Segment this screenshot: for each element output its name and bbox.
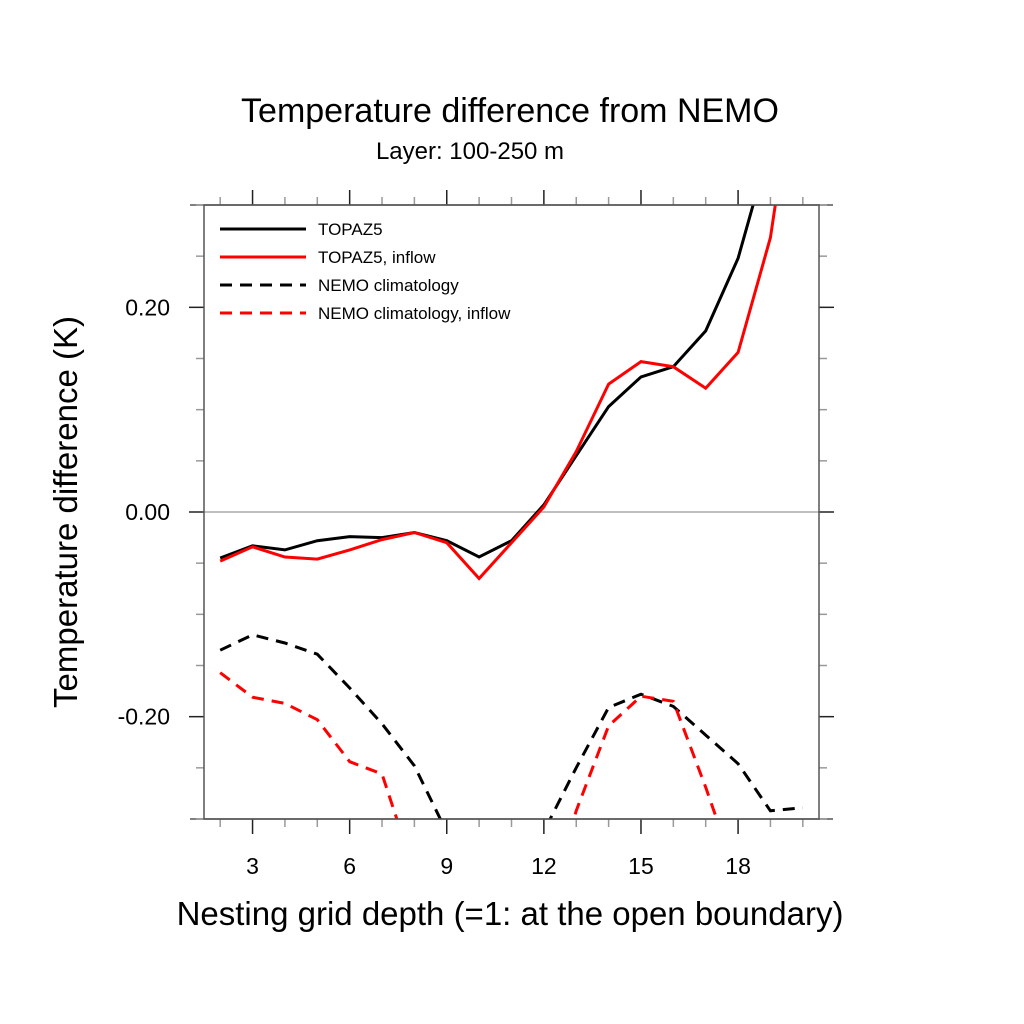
- legend-label: NEMO climatology: [318, 276, 459, 295]
- series-line: [219, 633, 803, 819]
- plot-frame: [203, 204, 820, 820]
- series-line: [219, 205, 777, 581]
- x-tick-label: 12: [531, 853, 557, 879]
- x-axis-label: Nesting grid depth (=1: at the open boun…: [177, 895, 844, 932]
- series-group: [219, 205, 803, 819]
- x-tick-label: 18: [725, 853, 751, 879]
- legend-item: TOPAZ5: [220, 220, 383, 239]
- legend: TOPAZ5 TOPAZ5, inflow NEMO climatology NEMO…: [220, 220, 511, 323]
- legend-item: NEMO climatology: [220, 276, 459, 295]
- legend-label: NEMO climatology, inflow: [318, 304, 511, 323]
- legend-item: NEMO climatology, inflow: [220, 304, 511, 323]
- legend-label: TOPAZ5: [318, 220, 383, 239]
- x-tick-label: 9: [440, 853, 453, 879]
- tick-labels: 3 6 9 12 15 18 -0.20 0.00 0.20: [118, 294, 751, 879]
- y-axis-label: Temperature difference (K): [47, 316, 84, 708]
- x-tick-label: 3: [246, 853, 259, 879]
- y-tick-label: 0.20: [125, 294, 170, 320]
- legend-item: TOPAZ5, inflow: [220, 248, 436, 267]
- x-tick-label: 15: [628, 853, 654, 879]
- x-tick-label: 6: [343, 853, 356, 879]
- chart-title: Temperature difference from NEMO: [241, 92, 779, 130]
- y-tick-label: -0.20: [118, 704, 170, 730]
- series-nemo-climatology: [219, 633, 803, 819]
- y-tick-label: 0.00: [125, 499, 170, 525]
- legend-label: TOPAZ5, inflow: [318, 248, 436, 267]
- chart-subtitle: Layer: 100-250 m: [376, 138, 564, 165]
- series-nemo-climatology-inflow: [219, 671, 719, 819]
- series-topaz5-inflow: [219, 205, 777, 581]
- series-line: [219, 671, 719, 819]
